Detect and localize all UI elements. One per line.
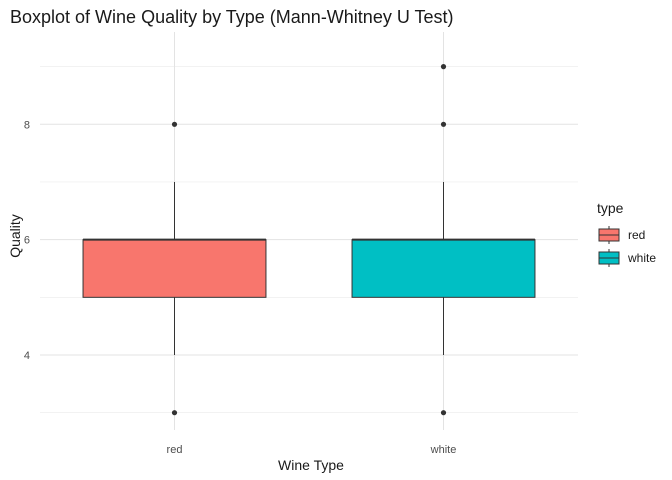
legend-title: type <box>597 200 624 216</box>
outlier-point <box>440 64 447 70</box>
y-tick-labels: 4 6 8 <box>24 119 30 362</box>
y-axis-title: Quality <box>7 214 23 258</box>
x-tick-label: red <box>167 444 183 456</box>
outlier-point <box>171 121 178 127</box>
outlier-point <box>171 410 178 416</box>
chart-title: Boxplot of Wine Quality by Type (Mann-Wh… <box>10 7 454 27</box>
legend-item-white: white <box>598 249 656 267</box>
x-axis-title: Wine Type <box>278 457 344 473</box>
x-tick-label: white <box>430 444 457 456</box>
outlier-point <box>440 410 447 416</box>
plot-area <box>82 64 536 416</box>
box-red <box>82 239 267 298</box>
outlier-point <box>440 121 447 127</box>
box-white <box>351 239 536 298</box>
y-tick-label: 6 <box>24 235 30 247</box>
legend: type red white <box>597 200 656 267</box>
y-tick-label: 4 <box>24 350 30 362</box>
y-tick-label: 8 <box>24 119 30 131</box>
x-tick-labels: red white <box>167 444 457 456</box>
grid-lines <box>40 32 578 430</box>
legend-label-white: white <box>627 251 656 265</box>
legend-label-red: red <box>628 228 645 242</box>
legend-item-red: red <box>598 226 645 244</box>
